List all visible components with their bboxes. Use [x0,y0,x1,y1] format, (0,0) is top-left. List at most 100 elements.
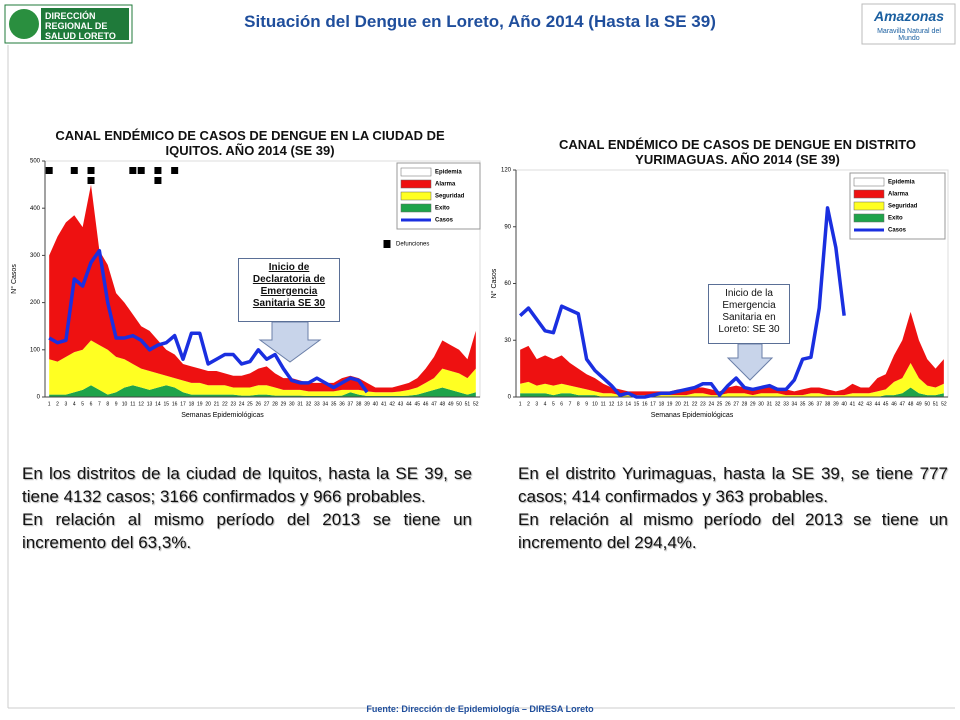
y-tick-label: 300 [30,253,41,259]
x-tick-label: 21 [214,401,220,407]
x-tick-label: 28 [272,401,278,407]
logo-right [861,3,956,45]
x-tick-label: 34 [792,401,798,407]
legend-label: Casos [435,218,454,224]
y-tick-label: 400 [30,206,41,212]
x-tick-label: 30 [289,401,295,407]
paragraph: En relación al mismo período del 2013 se… [518,510,948,552]
x-tick-label: 35 [331,401,337,407]
x-tick-label: 24 [239,401,245,407]
x-tick-label: 14 [625,401,631,407]
x-tick-label: 32 [306,401,312,407]
annotation: Inicio de la Emergencia Sanitaria en Lor… [708,284,790,344]
x-tick-label: 34 [322,401,328,407]
x-tick-label: 37 [348,401,354,407]
x-tick-label: 4 [544,401,547,407]
y-tick-label: 100 [30,347,41,353]
x-axis-label: Semanas Epidemiológicas [651,412,734,419]
line [518,206,846,399]
legend-swatch [400,203,432,213]
legend-swatch [853,213,885,223]
x-tick-label: 30 [758,401,764,407]
x-tick-label: 41 [850,401,856,407]
y-tick-label: 0 [37,395,41,401]
y-tick-label: 500 [30,159,41,165]
logo-right-sub: Maravilla Natural del Mundo [877,28,941,42]
paragraphs: En los distritos de la ciudad de Iquitos… [22,462,472,554]
x-tick-label: 49 [448,401,454,407]
annotation-arrow [258,321,322,363]
x-tick-label: 20 [675,401,681,407]
x-tick-label: 45 [883,401,889,407]
death-marker [87,167,95,174]
legend-label: Alarma [888,192,909,198]
x-tick-label: 16 [172,401,178,407]
annotation: Inicio de Declaratoria de Emergencia San… [238,258,340,322]
death-marker [171,167,179,174]
x-tick-label: 15 [164,401,170,407]
x-tick-label: 22 [222,401,228,407]
x-tick-label: 2 [527,401,530,407]
x-tick-label: 14 [155,401,161,407]
x-tick-label: 26 [725,401,731,407]
legend-label: Casos [888,228,907,234]
x-tick-label: 27 [733,401,739,407]
x-tick-label: 35 [800,401,806,407]
chart-title: CANAL ENDÉMICO DE CASOS DE DENGUE EN DIS… [558,137,917,167]
legend-label: Epidemia [435,170,462,176]
x-tick-label: 29 [750,401,756,407]
paragraphs: En el distrito Yurimaguas, hasta la SE 3… [518,462,948,554]
logo-right-text: Amazonas [873,8,945,24]
y-tick-label: 200 [30,300,41,306]
x-tick-label: 8 [577,401,580,407]
paragraph: En el distrito Yurimaguas, hasta la SE 3… [518,464,948,506]
y-tick-label: 30 [504,338,511,344]
x-tick-label: 40 [373,401,379,407]
area [49,385,476,397]
x-tick-label: 33 [783,401,789,407]
death-marker [45,167,53,174]
area [520,387,944,397]
x-tick-label: 46 [423,401,429,407]
x-tick-label: 10 [592,401,598,407]
chart-title: CANAL ENDÉMICO DE CASOS DE DENGUE EN LA … [55,128,445,158]
x-tick-label: 5 [81,401,84,407]
legend-label: Epidemia [888,180,915,186]
x-tick-label: 43 [866,401,872,407]
logo-left-text: DIRECCIÓN REGIONAL DE SALUD LORETO [45,11,116,41]
x-tick-label: 6 [90,401,93,407]
legend-swatch [400,167,432,177]
x-tick-label: 40 [841,401,847,407]
x-tick-label: 32 [775,401,781,407]
legend-swatch [853,201,885,211]
annotation-arrow [726,343,774,381]
x-axis-label: Semanas Epidemiológicas [181,412,264,419]
legend-swatch [383,240,391,248]
legend-label: Exito [435,206,450,212]
x-tick-label: 42 [389,401,395,407]
x-tick-label: 7 [569,401,572,407]
x-tick-label: 42 [858,401,864,407]
x-tick-label: 18 [659,401,665,407]
x-tick-label: 9 [585,401,588,407]
y-axis-label: N° Casos [10,264,18,294]
x-tick-label: 25 [717,401,723,407]
legend-swatch [400,179,432,189]
legend-label: Seguridad [888,204,918,210]
legend-swatch [853,189,885,199]
x-tick-label: 28 [742,401,748,407]
x-tick-label: 9 [115,401,118,407]
x-tick-label: 2 [56,401,59,407]
death-marker [129,167,137,174]
death-marker [154,177,162,184]
x-tick-label: 6 [560,401,563,407]
x-tick-label: 1 [48,401,51,407]
y-tick-label: 90 [504,224,511,230]
x-tick-label: 24 [708,401,714,407]
slide-title: Situación del Dengue en Loreto, Año 2014… [244,12,716,31]
x-tick-label: 27 [264,401,270,407]
x-tick-label: 51 [933,401,939,407]
x-tick-label: 44 [875,401,881,407]
